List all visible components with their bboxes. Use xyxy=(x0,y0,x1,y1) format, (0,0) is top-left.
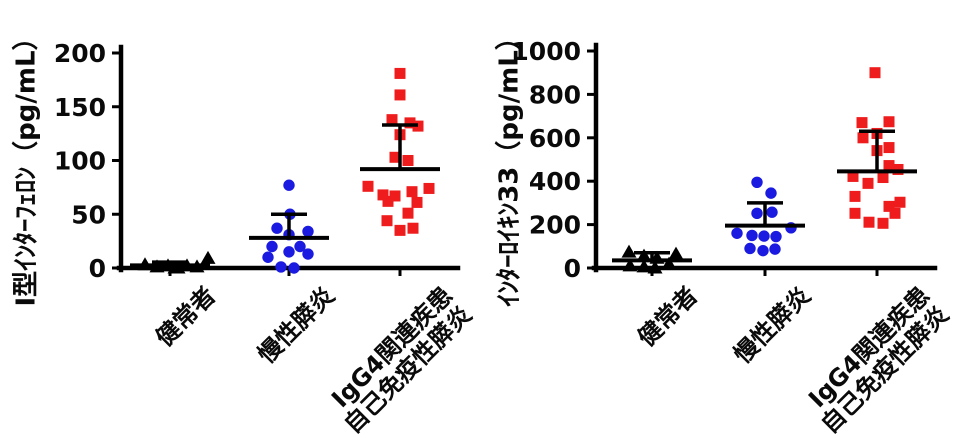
data-point-circle xyxy=(765,187,777,199)
data-point-square xyxy=(869,67,881,79)
y-tick-label: 1000 xyxy=(511,37,581,66)
y-axis-label-right: ｲﾝﾀｰﾛｲｷﾝ33（pg/mL） xyxy=(494,24,525,307)
data-point-circle xyxy=(731,227,743,239)
y-tick-label: 150 xyxy=(54,93,106,122)
data-point-square xyxy=(389,190,401,202)
data-point-triangle xyxy=(661,256,677,270)
data-point-circle xyxy=(283,179,295,191)
data-point-square xyxy=(894,196,906,208)
data-point-square xyxy=(362,180,374,192)
data-point-square xyxy=(847,170,859,182)
data-point-circle xyxy=(271,222,283,234)
y-tick-label: 800 xyxy=(529,80,581,109)
data-point-square xyxy=(381,215,393,227)
data-point-circle xyxy=(758,230,770,242)
y-tick-label: 50 xyxy=(71,200,106,229)
data-point-square xyxy=(849,207,861,219)
data-point-square xyxy=(404,117,416,129)
data-point-triangle xyxy=(621,244,637,258)
data-point-square xyxy=(394,224,406,236)
data-point-triangle xyxy=(200,250,216,264)
data-point-square xyxy=(377,189,389,201)
data-point-square xyxy=(862,177,874,189)
y-tick-label: 400 xyxy=(529,167,581,196)
data-point-circle xyxy=(757,244,769,257)
data-point-triangle xyxy=(668,246,684,260)
data-point-circle xyxy=(744,242,756,255)
data-point-square xyxy=(883,116,895,128)
data-point-circle xyxy=(766,206,778,218)
y-tick-label: 0 xyxy=(89,254,106,283)
data-point-square xyxy=(389,151,401,163)
data-point-circle xyxy=(283,246,295,258)
data-point-square xyxy=(407,222,419,234)
data-point-square xyxy=(423,182,435,194)
data-point-square xyxy=(857,132,869,144)
data-point-circle xyxy=(770,230,782,243)
data-point-circle xyxy=(294,240,306,253)
y-tick-label: 100 xyxy=(54,147,106,176)
data-point-triangle xyxy=(636,248,652,262)
data-point-square xyxy=(849,190,861,202)
data-point-triangle xyxy=(647,260,663,274)
data-point-square xyxy=(402,155,414,166)
data-point-circle xyxy=(275,261,287,273)
data-point-square xyxy=(883,160,895,172)
data-point-circle xyxy=(288,262,300,274)
data-point-square xyxy=(889,207,901,219)
data-point-square xyxy=(402,207,414,219)
data-point-square xyxy=(877,217,889,229)
data-point-square xyxy=(394,67,406,79)
data-point-square xyxy=(883,142,895,154)
data-point-square xyxy=(382,195,394,207)
y-axis-label-left: I型ｲﾝﾀｰﾌｪﾛﾝ（pg/mL） xyxy=(11,24,42,307)
data-point-square xyxy=(877,172,889,184)
data-point-circle xyxy=(769,243,781,255)
data-point-square xyxy=(856,117,868,129)
data-point-circle xyxy=(751,207,763,220)
data-point-circle xyxy=(302,225,314,238)
data-point-square xyxy=(863,216,875,228)
data-point-circle xyxy=(262,251,274,263)
y-tick-label: 600 xyxy=(529,124,581,153)
data-point-triangle xyxy=(636,259,652,273)
data-point-circle xyxy=(746,229,758,242)
data-point-circle xyxy=(266,240,278,253)
data-point-square xyxy=(411,196,423,208)
data-point-circle xyxy=(751,176,763,188)
data-point-square xyxy=(386,114,398,126)
y-tick-label: 200 xyxy=(54,39,106,68)
y-tick-label: 200 xyxy=(529,211,581,240)
data-point-triangle xyxy=(622,258,638,272)
data-point-square xyxy=(883,200,895,212)
y-tick-label: 0 xyxy=(564,254,581,283)
data-point-square xyxy=(394,89,406,101)
data-point-square xyxy=(406,186,418,198)
data-point-circle xyxy=(302,248,314,260)
